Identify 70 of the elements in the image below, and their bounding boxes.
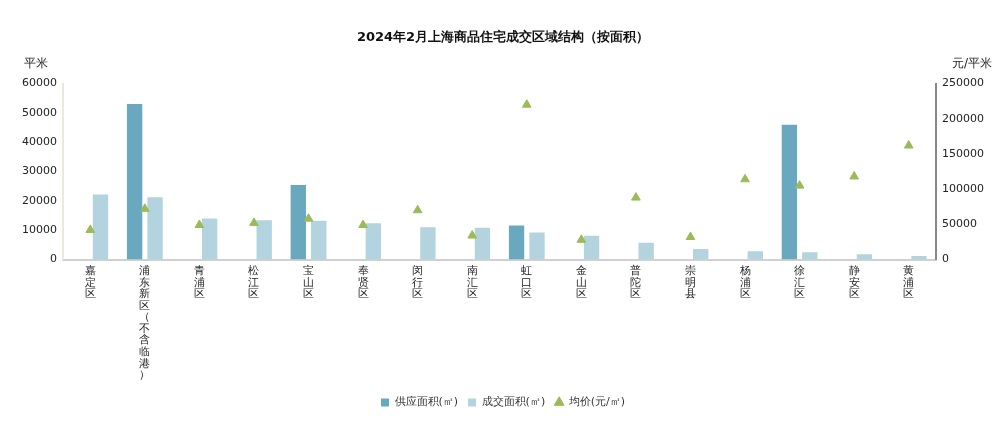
x-tick-label: 徐汇区 (794, 264, 806, 301)
y-tick-label: 40000 (21, 135, 57, 149)
x-tick-label: 闵行区 (412, 264, 424, 301)
x-tick-label: 松江区 (248, 264, 260, 301)
bar (126, 104, 143, 260)
point (740, 173, 750, 183)
bar (311, 220, 327, 260)
y-tick-label: 30000 (21, 164, 57, 178)
y-tick-label: 50000 (21, 105, 57, 119)
bar (147, 197, 163, 260)
bar (638, 242, 654, 260)
point (249, 217, 259, 226)
y-tick-label: 0 (49, 252, 57, 266)
bar (365, 223, 381, 260)
bar (802, 252, 818, 260)
y2-tick-label: 150000 (942, 146, 985, 160)
x-tick-label: 金山区 (575, 264, 587, 301)
bar (508, 225, 525, 260)
bar (747, 251, 763, 260)
bar (693, 248, 709, 260)
point (358, 219, 368, 229)
y2-tick-label: 0 (942, 252, 950, 266)
point (85, 224, 96, 233)
legend-label: 成交面积(㎡) (481, 395, 546, 409)
category-label: 浦东新区（不含临港） (139, 264, 151, 382)
point (412, 204, 423, 214)
bar (256, 220, 272, 260)
bar (290, 185, 306, 260)
x-tick-label: 嘉定区 (84, 264, 96, 301)
point (685, 231, 696, 240)
point (303, 213, 314, 222)
y2-tick-label: 200000 (942, 111, 985, 125)
bar (781, 124, 798, 260)
point (467, 230, 478, 239)
x-tick-label: 静安区 (848, 264, 860, 301)
legend-label: 均价(元/㎡) (567, 395, 625, 409)
bar (474, 227, 491, 260)
point (576, 234, 587, 243)
bar (201, 218, 218, 260)
x-tick-label: 崇明县 (684, 264, 696, 301)
y2-tick-label: 250000 (942, 76, 985, 90)
chart-title: 2024年2月上海商品住宅成交区域结构（按面积） (356, 29, 650, 45)
point (794, 180, 805, 189)
x-tick-label: 虹口区 (521, 264, 533, 301)
bar (856, 254, 873, 260)
y2-tick-label: 100000 (942, 182, 985, 195)
x-tick-label: 青浦区 (193, 264, 205, 301)
y2-tick-label: 50000 (942, 217, 978, 231)
y-tick-label: 10000 (21, 223, 57, 237)
point (631, 192, 641, 201)
bar (583, 235, 600, 260)
y-tick-label: 20000 (21, 193, 57, 207)
x-tick-label: 南汇区 (466, 264, 478, 301)
x-tick-label: 宝山区 (303, 264, 315, 301)
bar (420, 227, 436, 260)
bar (529, 232, 545, 260)
y-axis-title: 平米 (24, 55, 48, 70)
x-tick-label: 奉贤区 (357, 264, 369, 301)
point (903, 140, 914, 149)
y-tick-label: 60000 (21, 76, 57, 90)
legend-label: 供应面积(㎡) (394, 395, 459, 409)
point (521, 99, 532, 108)
point (849, 170, 859, 180)
x-tick-label: 黄浦区 (903, 264, 915, 301)
y2-axis-title: 元/平米 (951, 55, 992, 70)
point (140, 203, 150, 212)
bar (92, 194, 109, 260)
point (194, 219, 205, 229)
x-tick-label: 普陀区 (630, 264, 642, 301)
x-tick-label: 杨浦区 (738, 264, 751, 301)
